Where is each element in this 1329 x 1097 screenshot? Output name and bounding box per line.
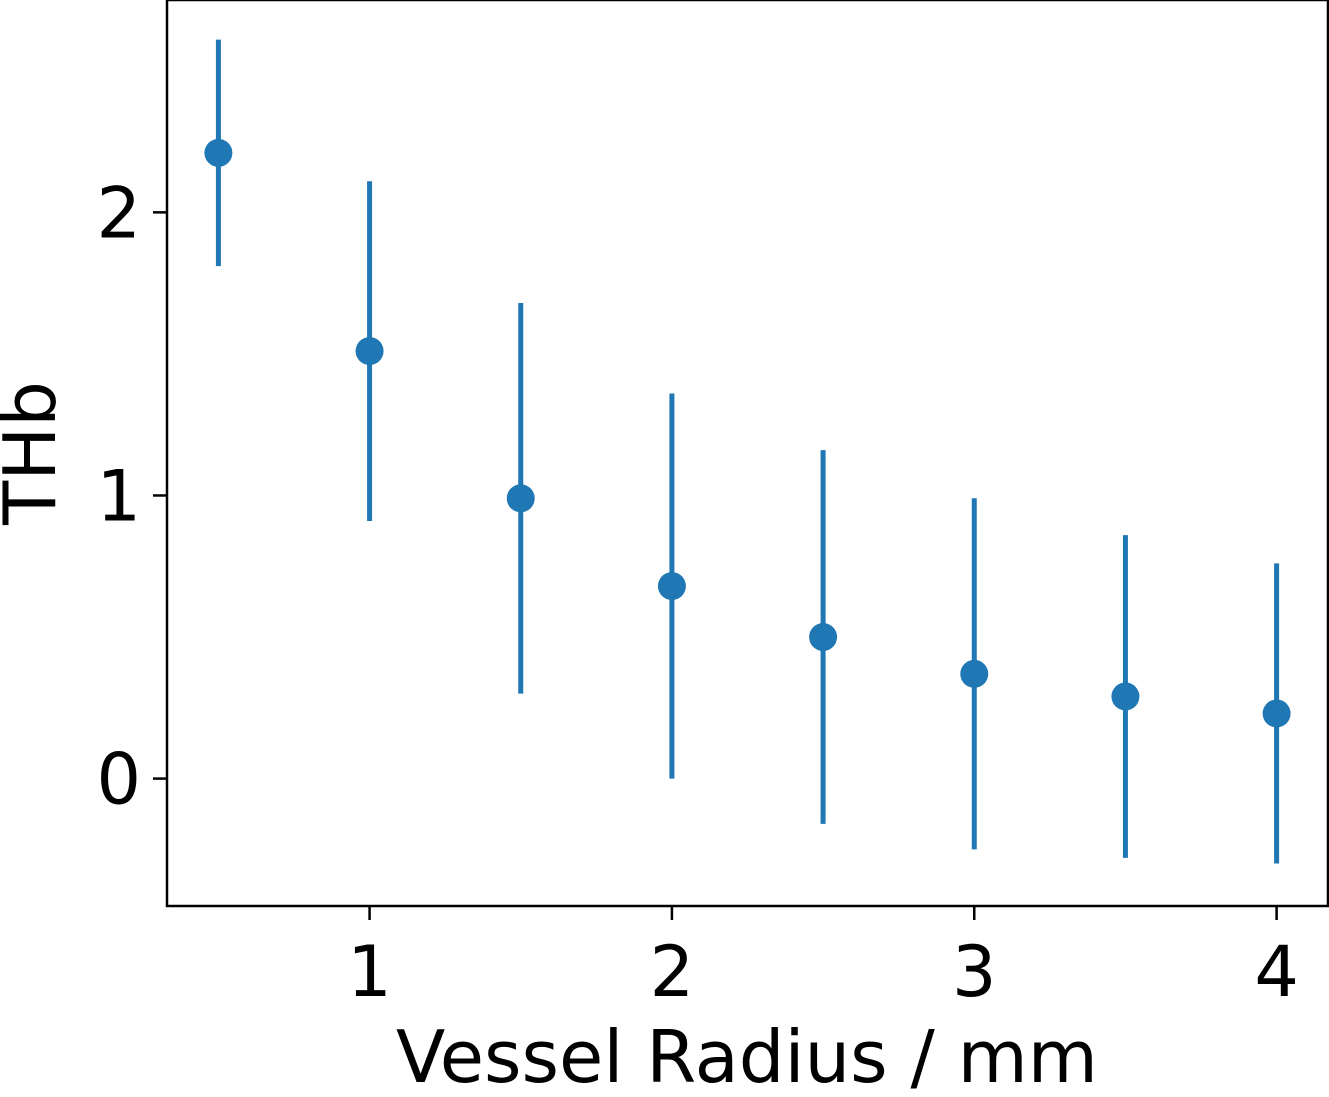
plot-area	[165, 0, 1329, 908]
x-tick-label: 3	[952, 931, 997, 1013]
y-tick-label: 2	[96, 172, 141, 254]
y-tick-label: 0	[96, 739, 141, 821]
data-point	[960, 659, 989, 688]
y-axis-label: THb	[0, 381, 72, 526]
data-marks	[204, 39, 1291, 864]
x-axis-ticks: 1 2 3 4	[347, 906, 1299, 1013]
data-point	[809, 623, 838, 652]
x-tick-label: 2	[650, 931, 695, 1013]
data-point	[204, 138, 233, 167]
x-tick-label: 4	[1254, 931, 1299, 1013]
x-tick-label: 1	[347, 931, 392, 1013]
y-tick-label: 1	[96, 455, 141, 537]
data-point	[506, 484, 535, 513]
data-point	[657, 572, 686, 601]
x-axis-label: Vessel Radius / mm	[396, 1015, 1098, 1097]
data-point	[1111, 682, 1140, 711]
data-point	[355, 337, 384, 366]
y-axis-ticks: 0 1 2	[96, 172, 167, 821]
data-point	[1262, 699, 1291, 728]
